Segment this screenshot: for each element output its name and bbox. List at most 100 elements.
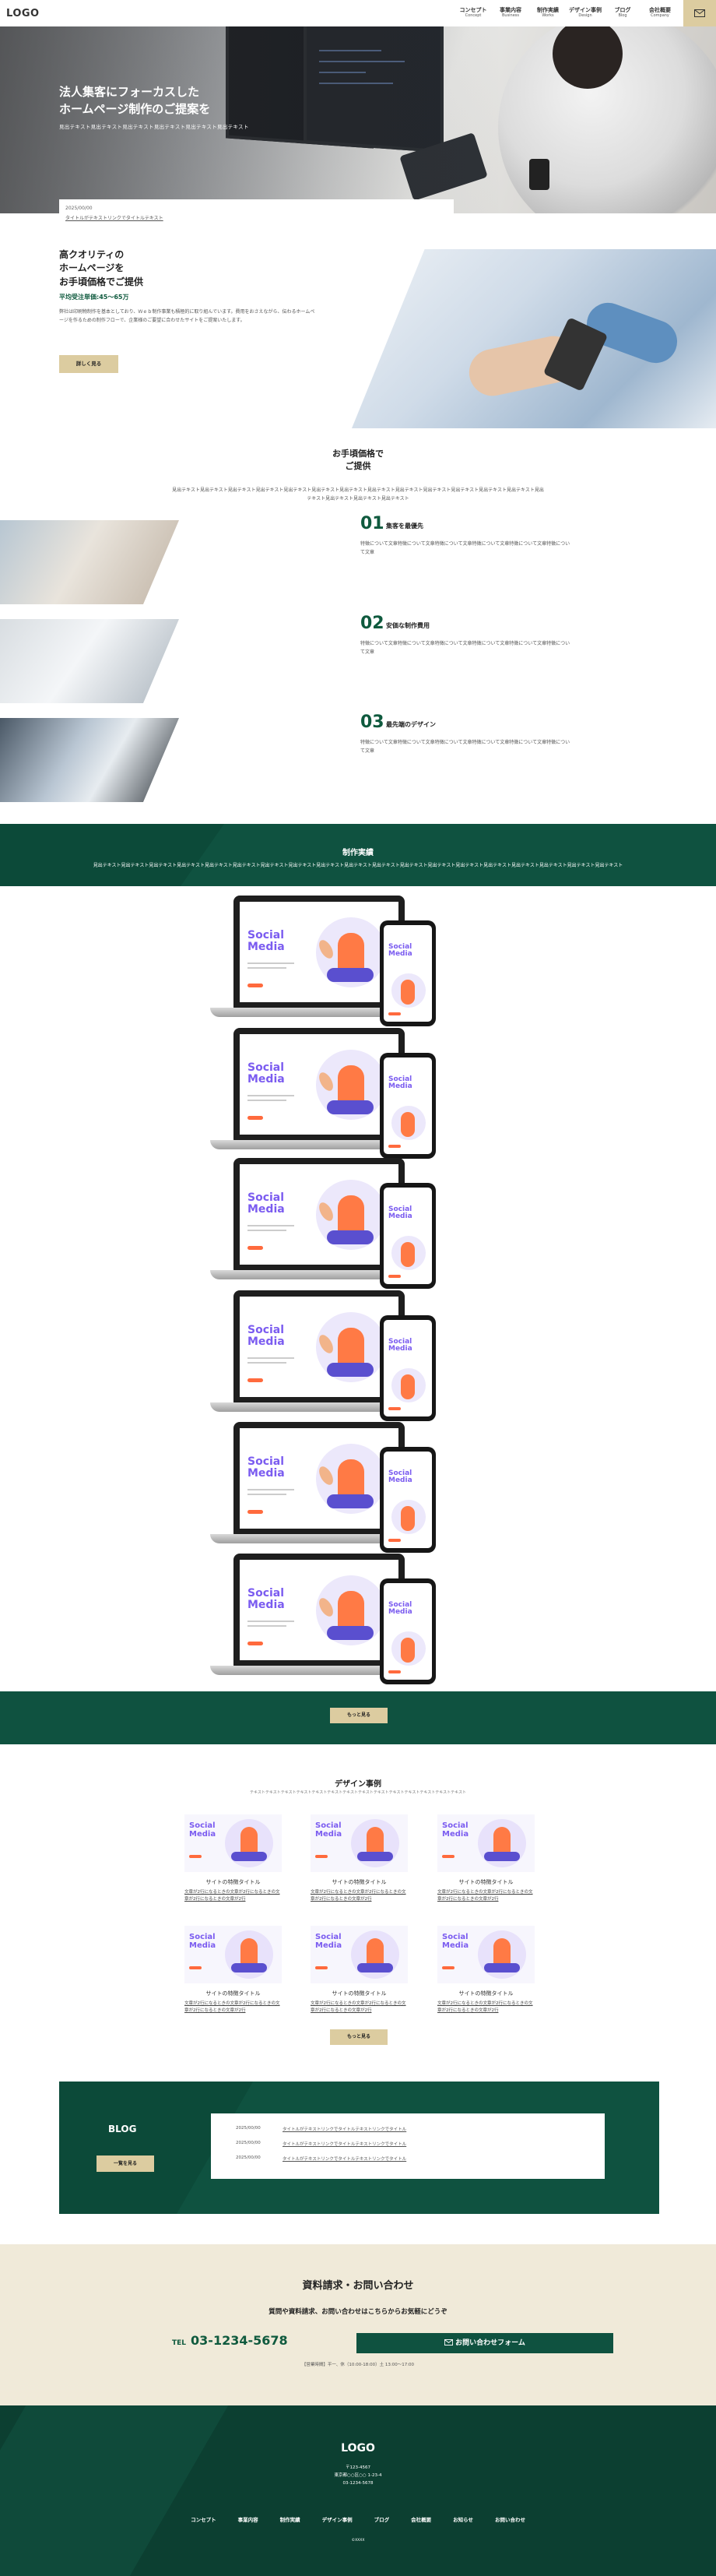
feature-label-1: 集客を最優先	[386, 523, 423, 530]
design-card-title: サイトの特徴タイトル	[205, 1990, 261, 1997]
text-line	[247, 1225, 294, 1226]
design-card-desc[interactable]: 文章が2行になるときの文章が2行になるときの文章が2行になるときの文章が2行	[437, 1890, 533, 1902]
design-thumbnail[interactable]: Social Media	[311, 1926, 408, 1983]
footer-address: 〒123-4567 東京都○○区○○ 1-23-4 03-1234-5678	[334, 2465, 382, 2486]
works-mockup[interactable]: Social Media Social Media	[210, 1028, 436, 1159]
footer-nav-item[interactable]: 事業内容	[237, 2517, 258, 2523]
footer-nav-item[interactable]: コンセプト	[191, 2517, 216, 2523]
works-mockup[interactable]: Social Media Social Media	[210, 1422, 436, 1553]
footer-nav-item[interactable]: お問い合わせ	[494, 2517, 525, 2523]
feature-image-1	[0, 520, 179, 604]
mail-icon	[444, 2338, 454, 2346]
mockup-button	[189, 1855, 202, 1858]
person-illustration	[401, 980, 415, 1005]
blog-list-button[interactable]: 一覧を見る	[97, 2155, 154, 2172]
design-card[interactable]: Social Media サイトの特徴タイトル 文章が2行になるときの文章が2行になる…	[437, 1814, 535, 1904]
features-lead: 見出テキスト見出テキスト見出テキスト見出テキスト見出テキスト見出テキスト見出テキ…	[172, 487, 544, 502]
design-card-desc[interactable]: 文章が2行になるときの文章が2行になるときの文章が2行になるときの文章が2行	[184, 1890, 280, 1902]
intro-more-button[interactable]: 詳しく見る	[59, 355, 118, 373]
nav-item-works[interactable]: 制作実績 Works	[537, 7, 559, 19]
blog-item[interactable]: 2025/00/00 タイトルがテキストリンクでタイトルテキストリンクでタイトル	[236, 2126, 407, 2132]
contact-title: 資料請求・お問い合わせ	[302, 2280, 414, 2292]
person-illustration	[484, 1963, 520, 1972]
mockup-heading: Social Media	[247, 1455, 285, 1480]
blog-item[interactable]: 2025/00/00 タイトルがテキストリンクでタイトルテキストリンクでタイトル	[236, 2155, 407, 2162]
meeting-image	[352, 249, 716, 428]
phone-frame: Social Media	[380, 1447, 436, 1553]
feature-text-2: 特徴について文章特徴について文章特徴について文章特徴について文章特徴について文章…	[360, 641, 570, 655]
footer-nav-item[interactable]: 会社概要	[411, 2517, 432, 2523]
text-line	[247, 1625, 286, 1627]
laptop-screen: Social Media	[240, 1034, 398, 1135]
footer-logo[interactable]: LOGO	[341, 2442, 375, 2455]
footer-nav-item[interactable]: お知らせ	[453, 2517, 473, 2523]
footer-nav-item[interactable]: ブログ	[374, 2517, 390, 2523]
text-line	[247, 1494, 286, 1495]
mockup-button	[247, 1642, 263, 1645]
design-thumbnail[interactable]: Social Media	[311, 1814, 408, 1872]
works-mockup[interactable]: Social Media Social Media	[210, 896, 436, 1026]
phone-screen: Social Media	[384, 1320, 432, 1416]
tel-number[interactable]: 03-1234-5678	[191, 2333, 288, 2348]
mail-button[interactable]	[683, 0, 716, 26]
design-thumbnail[interactable]: Social Media	[437, 1926, 535, 1983]
design-thumbnail[interactable]: Social Media	[184, 1814, 282, 1872]
feature-number-2: 02	[360, 614, 384, 633]
mockup-button	[247, 1246, 263, 1250]
works-mockup[interactable]: Social Media Social Media	[210, 1554, 436, 1684]
design-card-desc[interactable]: 文章が2行になるときの文章が2行になるときの文章が2行になるときの文章が2行	[437, 2001, 533, 2014]
nav-item-concept[interactable]: コンセプト Concept	[459, 7, 487, 19]
intro-text: 弊社は印刷物制作を基本としており、Ｗｅｂ制作事業も積極的に取り組んでいます。費用…	[59, 309, 315, 323]
person-illustration	[327, 1100, 374, 1114]
design-card-desc[interactable]: 文章が2行になるときの文章が2行になるときの文章が2行になるときの文章が2行	[184, 2001, 280, 2014]
nav-item-design[interactable]: デザイン事例 Design	[569, 7, 602, 19]
mockup-heading: Social Media	[247, 1324, 285, 1348]
nav-item-business[interactable]: 事業内容 Business	[500, 7, 521, 19]
design-card[interactable]: Social Media サイトの特徴タイトル 文章が2行になるときの文章が2行になる…	[437, 1926, 535, 2015]
blog-item[interactable]: 2025/00/00 タイトルがテキストリンクでタイトルテキストリンクでタイトル	[236, 2141, 407, 2147]
design-card[interactable]: Social Media サイトの特徴タイトル 文章が2行になるときの文章が2行になる…	[311, 1814, 408, 1904]
site-footer	[0, 2405, 716, 2576]
design-card[interactable]: Social Media サイトの特徴タイトル文章が2行になるときの文章が2行になる…	[184, 1926, 282, 2015]
laptop-screen: Social Media	[240, 1297, 398, 1397]
contact-tel[interactable]: TEL 03-1234-5678	[172, 2333, 288, 2348]
site-logo[interactable]: LOGO	[6, 7, 40, 19]
news-link[interactable]: タイトルがテキストリンクでタイトルテキスト	[65, 216, 163, 221]
works-mockup[interactable]: Social Media Social Media	[210, 1158, 436, 1289]
design-card[interactable]: Social Media サイトの特徴タイトル 文章が2行になるときの文章が2行になる…	[184, 1814, 282, 1904]
feature-text-1: 特徴について文章特徴について文章特徴について文章特徴について文章特徴について文章…	[360, 541, 570, 555]
laptop-base	[210, 1270, 428, 1279]
footer-nav-item[interactable]: デザイン事例	[321, 2517, 353, 2523]
mockup-button	[442, 1855, 455, 1858]
mockup-button	[247, 1116, 263, 1120]
mockup-heading: Social Media	[189, 1821, 216, 1839]
contact-section	[0, 2244, 716, 2405]
blog-list: 2025/00/00 タイトルがテキストリンクでタイトルテキストリンクでタイトル …	[211, 2113, 605, 2179]
design-thumbnail[interactable]: Social Media	[184, 1926, 282, 1983]
design-more-button[interactable]: もっと見る	[330, 2029, 388, 2045]
design-card-desc[interactable]: 文章が2行になるときの文章が2行になるときの文章が2行になるときの文章が2行	[311, 1890, 406, 1902]
nav-item-blog[interactable]: ブログ Blog	[614, 7, 631, 19]
text-line	[247, 1095, 294, 1096]
laptop-screen: Social Media	[240, 1164, 398, 1265]
laptop-base	[210, 1140, 428, 1149]
mockup-heading: Social Media	[388, 943, 412, 959]
phone-frame: Social Media	[380, 1578, 436, 1684]
phone-frame: Social Media	[380, 920, 436, 1026]
design-thumbnail[interactable]: Social Media	[437, 1814, 535, 1872]
design-title: デザイン事例	[335, 1780, 381, 1789]
footer-nav-item[interactable]: 制作実績	[279, 2517, 300, 2523]
feature-image-3	[0, 718, 179, 802]
contact-form-button[interactable]: お問い合わせフォーム	[356, 2333, 613, 2353]
works-mockup[interactable]: Social Media Social Media	[210, 1290, 436, 1421]
laptop-screen: Social Media	[240, 1560, 398, 1660]
design-card-desc[interactable]: 文章が2行になるときの文章が2行になるときの文章が2行になるときの文章が2行	[311, 2001, 406, 2014]
laptop-frame: Social Media	[233, 1290, 405, 1403]
text-line	[247, 1621, 294, 1622]
laptop-base	[210, 1666, 428, 1675]
works-more-button[interactable]: もっと見る	[330, 1708, 388, 1723]
design-card[interactable]: Social Media サイトの特徴タイトル 文章が2行になるときの文章が2行になる…	[311, 1926, 408, 2015]
laptop-screen: Social Media	[240, 902, 398, 1002]
nav-item-company[interactable]: 会社概要 Company	[649, 7, 671, 19]
works-lead: 見出テキスト見出テキスト見出テキスト見出テキスト見出テキスト見出テキスト見出テキ…	[93, 863, 623, 868]
